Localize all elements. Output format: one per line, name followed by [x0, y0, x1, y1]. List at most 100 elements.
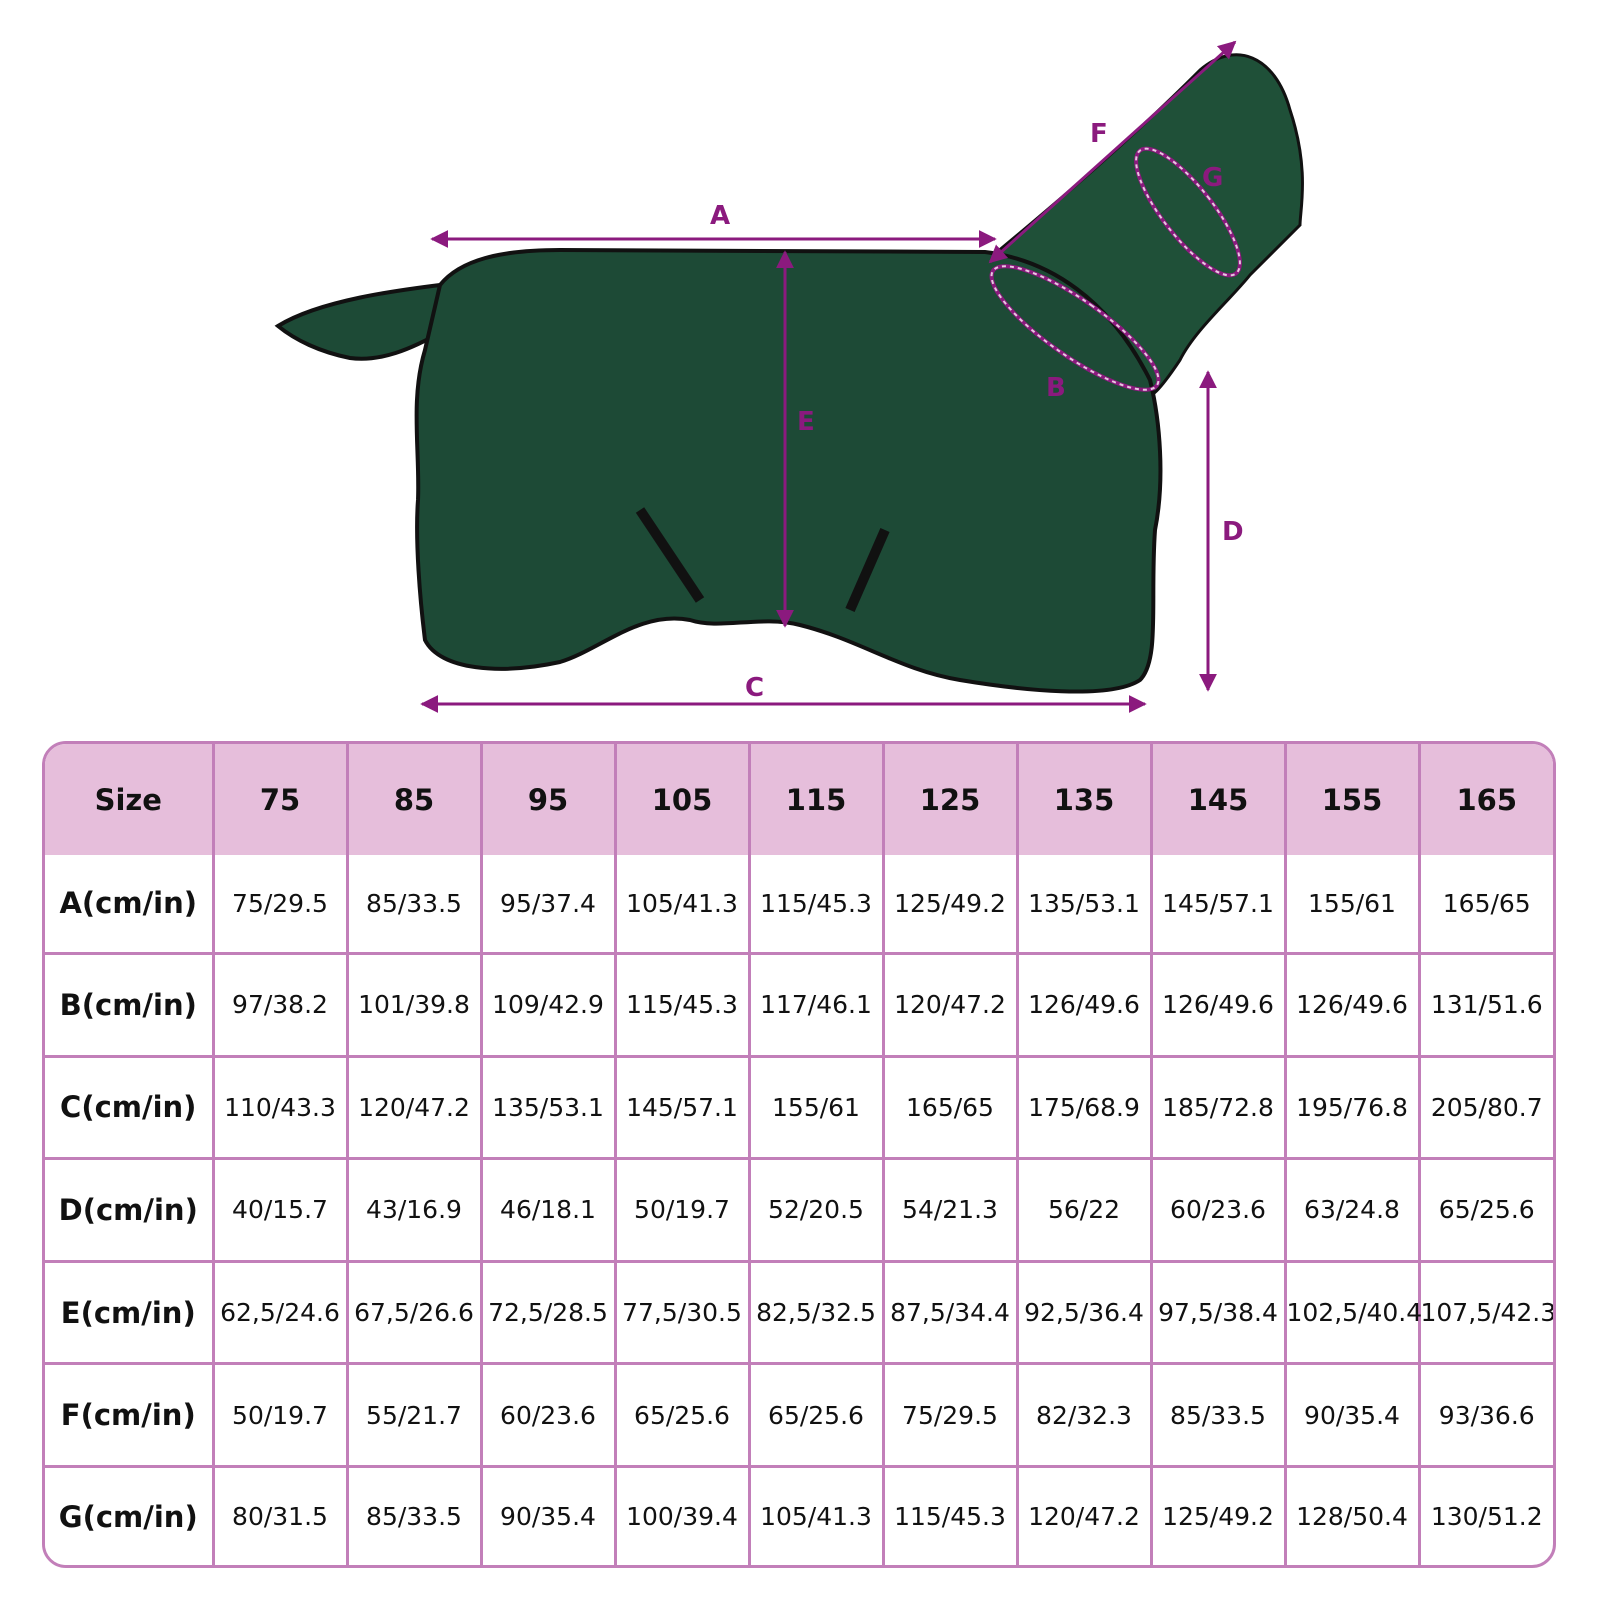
row-label: E(cm/in) [45, 1259, 215, 1366]
measure-ring-b-dash [990, 265, 1160, 391]
table-cell: 107,5/42.3 [1417, 1259, 1553, 1366]
rug-body [414, 247, 1163, 694]
header-size-115: 115 [747, 744, 885, 855]
header-size-165: 165 [1417, 744, 1553, 855]
table-cell: 93/36.6 [1417, 1362, 1553, 1468]
header-size-85: 85 [345, 744, 483, 855]
header-size-125: 125 [881, 744, 1019, 855]
header-size-155: 155 [1283, 744, 1421, 855]
table-cell: 60/23.6 [1149, 1157, 1287, 1263]
header-size-145: 145 [1149, 744, 1287, 855]
table-cell: 131/51.6 [1417, 951, 1553, 1058]
table-cell: 95/37.4 [479, 855, 617, 955]
table-cell: 109/42.9 [479, 951, 617, 1058]
table-cell: 125/49.2 [881, 855, 1019, 955]
table-cell: 128/50.4 [1283, 1465, 1421, 1565]
table-cell: 90/35.4 [479, 1465, 617, 1565]
table-cell: 75/29.5 [881, 1362, 1019, 1468]
table-cell: 102,5/40.4 [1283, 1259, 1422, 1366]
table-cell: 97,5/38.4 [1149, 1259, 1287, 1366]
table-cell: 50/19.7 [211, 1362, 349, 1468]
table-cell: 55/21.7 [345, 1362, 483, 1468]
row-label: G(cm/in) [45, 1465, 215, 1565]
label-e: E [797, 407, 815, 437]
table-cell: 130/51.2 [1417, 1465, 1553, 1565]
measure-ring-g-dash [1135, 147, 1241, 277]
header-size-135: 135 [1015, 744, 1153, 855]
label-c: C [745, 673, 764, 703]
table-cell: 97/38.2 [211, 951, 349, 1058]
table-row: F(cm/in) 50/19.7 55/21.7 60/23.6 65/25.6 65/2… [45, 1362, 1553, 1468]
table-cell: 100/39.4 [613, 1465, 751, 1565]
table-cell: 67,5/26.6 [345, 1259, 483, 1366]
header-size-105: 105 [613, 744, 751, 855]
table-cell: 92,5/36.4 [1015, 1259, 1153, 1366]
table-cell: 126/49.6 [1283, 951, 1421, 1058]
table-row: D(cm/in) 40/15.7 43/16.9 46/18.1 50/19.7 52/2… [45, 1157, 1553, 1263]
table-cell: 205/80.7 [1417, 1054, 1553, 1161]
label-b: B [1046, 373, 1066, 403]
table-cell: 65/25.6 [613, 1362, 751, 1468]
table-cell: 65/25.6 [747, 1362, 885, 1468]
table-cell: 145/57.1 [613, 1054, 751, 1161]
table-cell: 145/57.1 [1149, 855, 1287, 955]
row-label: A(cm/in) [45, 855, 215, 955]
table-cell: 56/22 [1015, 1157, 1153, 1263]
table-cell: 60/23.6 [479, 1362, 617, 1468]
table-cell: 82,5/32.5 [747, 1259, 885, 1366]
table-cell: 101/39.8 [345, 951, 483, 1058]
table-cell: 80/31.5 [211, 1465, 349, 1565]
table-cell: 43/16.9 [345, 1157, 483, 1263]
table-cell: 65/25.6 [1417, 1157, 1553, 1263]
table-cell: 105/41.3 [613, 855, 751, 955]
header-row: Size 75 85 95 105 115 125 135 145 155 165 [45, 744, 1553, 855]
label-a: A [710, 201, 730, 231]
row-label: D(cm/in) [45, 1157, 215, 1263]
table-cell: 185/72.8 [1149, 1054, 1287, 1161]
horse-rug-measurement-diagram: A E C D F G B [274, 40, 1304, 713]
table-cell: 52/20.5 [747, 1157, 885, 1263]
table-cell: 155/61 [747, 1054, 885, 1161]
table-row: B(cm/in) 97/38.2 101/39.8 109/42.9 115/45.3 1… [45, 951, 1553, 1058]
table-cell: 115/45.3 [747, 855, 885, 955]
table-cell: 77,5/30.5 [613, 1259, 751, 1366]
table-cell: 46/18.1 [479, 1157, 617, 1263]
table-cell: 40/15.7 [211, 1157, 349, 1263]
table-row: G(cm/in) 80/31.5 85/33.5 90/35.4 100/39.4 105… [45, 1465, 1553, 1565]
table-row: E(cm/in) 62,5/24.6 67,5/26.6 72,5/28.5 77,5/… [45, 1259, 1553, 1366]
tail-flap [274, 282, 448, 361]
row-label: F(cm/in) [45, 1362, 215, 1468]
table-cell: 50/19.7 [613, 1157, 751, 1263]
header-size-75: 75 [211, 744, 349, 855]
table-cell: 110/43.3 [211, 1054, 349, 1161]
table-row: A(cm/in) 75/29.5 85/33.5 95/37.4 105/41.3 115… [45, 855, 1553, 955]
table-cell: 195/76.8 [1283, 1054, 1421, 1161]
measure-arrow-f [988, 40, 1237, 264]
belly-strap [635, 507, 705, 603]
size-chart-table: Size 75 85 95 105 115 125 135 145 155 165 A(cm/in)… [42, 741, 1556, 1568]
row-label: B(cm/in) [45, 951, 215, 1058]
table-cell: 125/49.2 [1149, 1465, 1287, 1565]
table-cell: 87,5/34.4 [881, 1259, 1019, 1366]
table-cell: 90/35.4 [1283, 1362, 1421, 1468]
table-cell: 126/49.6 [1149, 951, 1287, 1058]
table-cell: 82/32.3 [1015, 1362, 1153, 1468]
table-cell: 115/45.3 [613, 951, 751, 1058]
table-cell: 85/33.5 [1149, 1362, 1287, 1468]
table-cell: 63/24.8 [1283, 1157, 1421, 1263]
table-cell: 85/33.5 [345, 1465, 483, 1565]
table-cell: 72,5/28.5 [479, 1259, 617, 1366]
table-cell: 120/47.2 [881, 951, 1019, 1058]
table-cell: 120/47.2 [345, 1054, 483, 1161]
header-size-95: 95 [479, 744, 617, 855]
table-cell: 175/68.9 [1015, 1054, 1153, 1161]
row-label: C(cm/in) [45, 1054, 215, 1161]
table-cell: 165/65 [1417, 855, 1553, 955]
table-cell: 105/41.3 [747, 1465, 885, 1565]
header-size: Size [45, 744, 215, 855]
table-cell: 115/45.3 [881, 1465, 1019, 1565]
table-cell: 120/47.2 [1015, 1465, 1153, 1565]
label-d: D [1222, 517, 1244, 547]
belly-strap [845, 527, 890, 613]
table-cell: 75/29.5 [211, 855, 349, 955]
